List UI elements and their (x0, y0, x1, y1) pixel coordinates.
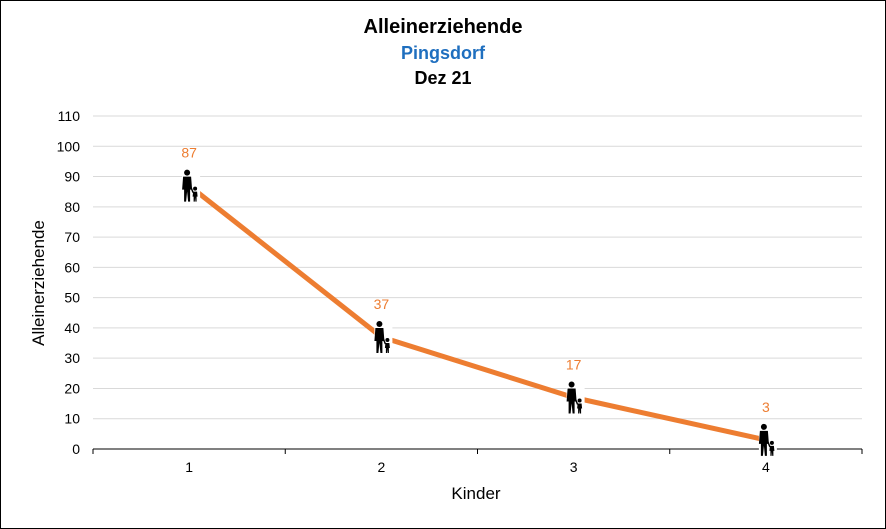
y-tick-label: 70 (64, 229, 80, 245)
y-axis-label: Alleinerziehende (29, 220, 48, 346)
holding-hands (574, 399, 579, 405)
y-tick-label: 20 (64, 380, 80, 396)
adult-body (566, 388, 577, 414)
x-axis-label: Kinder (451, 484, 500, 503)
markers (182, 168, 777, 457)
child-body (769, 445, 775, 456)
y-tick-label: 100 (57, 138, 81, 154)
single-parent-with-child-icon (182, 168, 201, 203)
data-label: 3 (762, 399, 770, 415)
x-tick-label: 4 (762, 459, 770, 475)
single-parent-with-child-icon (566, 380, 585, 415)
data-labels: 87 37 17 3 (181, 145, 770, 415)
x-tick-label: 2 (377, 459, 385, 475)
series-line-path (186, 183, 769, 443)
y-tick-label: 0 (72, 441, 80, 457)
x-tick-label: 1 (185, 459, 193, 475)
adult-head (376, 321, 383, 327)
chart-period: Dez 21 (414, 68, 472, 88)
y-tick-label: 80 (64, 199, 80, 215)
y-tick-label: 90 (64, 169, 80, 185)
adult-head (184, 169, 191, 176)
data-label: 87 (181, 145, 197, 161)
y-tick-label: 30 (64, 350, 80, 366)
child-body (384, 343, 390, 353)
y-tick-label: 50 (64, 290, 80, 306)
adult-body (758, 430, 769, 456)
child-head (769, 440, 774, 445)
holding-hands (767, 441, 771, 448)
x-axis-tick-labels: 1 2 3 4 (185, 459, 770, 475)
child-head (577, 398, 582, 403)
adult-body (374, 328, 385, 353)
adult-head (760, 423, 767, 430)
y-tick-label: 60 (64, 259, 80, 275)
child-head (193, 186, 198, 191)
chart-title: Alleinerziehende (363, 16, 523, 38)
holding-hands (382, 338, 387, 345)
data-label: 37 (374, 296, 390, 312)
holding-hands (190, 187, 194, 193)
adult-body (182, 176, 193, 202)
child-body (192, 191, 198, 202)
series-line (186, 183, 769, 443)
single-parent-with-child-icon (758, 422, 777, 457)
child-head (385, 338, 390, 342)
x-tick-label: 3 (570, 459, 578, 475)
y-axis-tick-labels: 0 10 20 30 40 50 60 70 80 90 100 110 (57, 108, 81, 457)
adult-head (568, 381, 575, 388)
single-parent-with-child-icon (374, 320, 393, 354)
gridlines (92, 115, 863, 454)
y-tick-label: 40 (64, 320, 80, 336)
y-tick-label: 110 (58, 108, 81, 124)
data-label: 17 (566, 357, 582, 373)
chart-subtitle: Pingsdorf (401, 43, 485, 63)
child-body (577, 403, 583, 414)
y-tick-label: 10 (64, 411, 80, 427)
